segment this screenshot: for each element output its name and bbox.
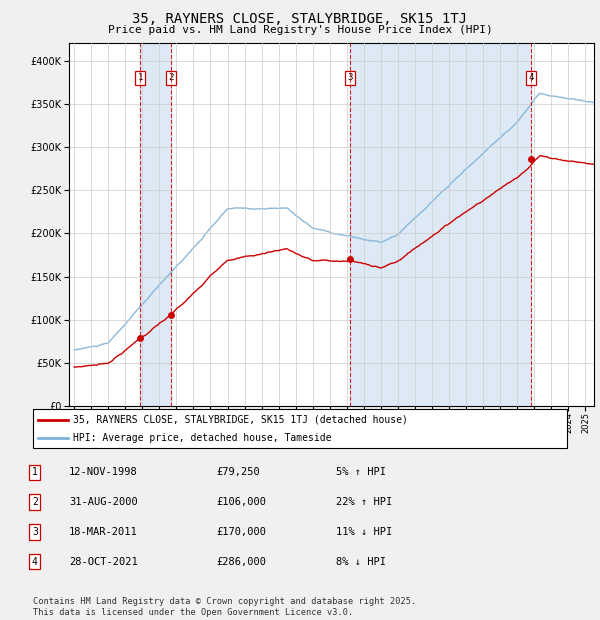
Text: 3: 3 <box>32 527 38 537</box>
Text: 11% ↓ HPI: 11% ↓ HPI <box>336 527 392 537</box>
Text: 3: 3 <box>348 73 353 82</box>
Text: 35, RAYNERS CLOSE, STALYBRIDGE, SK15 1TJ: 35, RAYNERS CLOSE, STALYBRIDGE, SK15 1TJ <box>133 12 467 27</box>
Text: Contains HM Land Registry data © Crown copyright and database right 2025.
This d: Contains HM Land Registry data © Crown c… <box>33 598 416 617</box>
FancyBboxPatch shape <box>33 409 567 448</box>
Text: Price paid vs. HM Land Registry's House Price Index (HPI): Price paid vs. HM Land Registry's House … <box>107 25 493 35</box>
Text: 28-OCT-2021: 28-OCT-2021 <box>69 557 138 567</box>
Text: 5% ↑ HPI: 5% ↑ HPI <box>336 467 386 477</box>
Text: 12-NOV-1998: 12-NOV-1998 <box>69 467 138 477</box>
Text: 1: 1 <box>137 73 143 82</box>
Text: £106,000: £106,000 <box>216 497 266 507</box>
Bar <box>140 43 170 406</box>
Text: 4: 4 <box>529 73 534 82</box>
Text: £170,000: £170,000 <box>216 527 266 537</box>
Text: HPI: Average price, detached house, Tameside: HPI: Average price, detached house, Tame… <box>73 433 332 443</box>
Text: 22% ↑ HPI: 22% ↑ HPI <box>336 497 392 507</box>
Text: 18-MAR-2011: 18-MAR-2011 <box>69 527 138 537</box>
Text: 1: 1 <box>32 467 38 477</box>
Bar <box>350 43 531 406</box>
Text: £79,250: £79,250 <box>216 467 260 477</box>
Text: 4: 4 <box>32 557 38 567</box>
Text: 31-AUG-2000: 31-AUG-2000 <box>69 497 138 507</box>
Text: 2: 2 <box>32 497 38 507</box>
Text: 8% ↓ HPI: 8% ↓ HPI <box>336 557 386 567</box>
Text: 2: 2 <box>168 73 173 82</box>
Text: £286,000: £286,000 <box>216 557 266 567</box>
Text: 35, RAYNERS CLOSE, STALYBRIDGE, SK15 1TJ (detached house): 35, RAYNERS CLOSE, STALYBRIDGE, SK15 1TJ… <box>73 415 408 425</box>
